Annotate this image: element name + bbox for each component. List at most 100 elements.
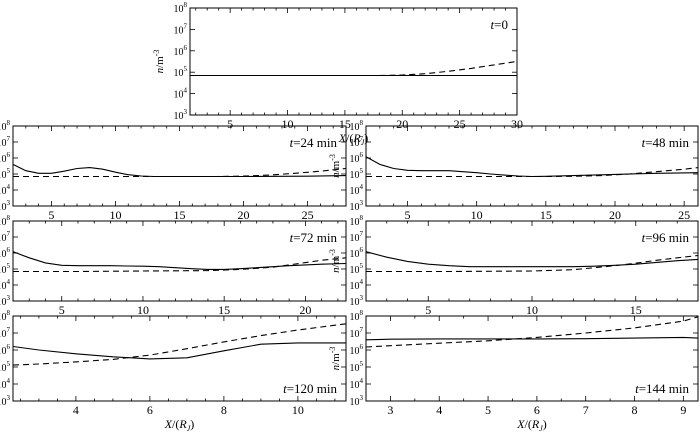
time-label: t=144 min [635, 381, 689, 396]
y-tick-label: 104 [350, 377, 364, 391]
x-tick-label: 8 [221, 403, 227, 417]
y-axis-label: n/m-3 [328, 347, 342, 371]
plot-frame [12, 315, 347, 402]
x-tick-label: 10 [471, 208, 483, 222]
time-label: t=120 min [283, 381, 337, 396]
x-tick-label: 15 [540, 208, 552, 222]
dashed-series-line [366, 254, 698, 273]
solid-series-line [366, 336, 698, 341]
y-tick-label: 108 [350, 119, 364, 133]
x-tick-label: 25 [302, 208, 314, 222]
x-tick-label: 20 [396, 117, 408, 131]
chart-panel-4: 5 10 15 103 104 105 106 107 108 n/m-3 t=96 min [328, 214, 699, 317]
y-tick-label: 106 [0, 343, 11, 357]
y-tick-label: 106 [350, 246, 364, 260]
y-tick-label: 106 [0, 246, 11, 260]
plot-frame [189, 7, 518, 116]
y-tick-label: 107 [350, 135, 364, 149]
time-label: t=48 min [642, 135, 690, 150]
y-tick-label: 103 [350, 394, 364, 408]
x-tick-label: 5 [48, 208, 54, 222]
x-tick-label: 5 [485, 403, 491, 417]
x-tick-label: 15 [630, 303, 642, 317]
time-label: t=24 min [290, 135, 338, 150]
y-tick-label: 105 [0, 360, 11, 374]
x-tick-label: 10 [109, 208, 121, 222]
y-tick-label: 103 [350, 294, 364, 308]
solid-series-line [13, 342, 346, 360]
y-axis-label: n/m-3 [328, 154, 342, 178]
dashed-series-line [13, 323, 346, 366]
x-tick-label: 10 [526, 303, 538, 317]
x-tick-label: 6 [147, 403, 153, 417]
x-tick-label: 10 [137, 303, 149, 317]
y-tick-label: 105 [350, 360, 364, 374]
y-tick-label: 105 [350, 167, 364, 181]
y-tick-label: 103 [174, 108, 188, 122]
y-tick-label: 108 [0, 119, 11, 133]
dashed-series-line [366, 167, 698, 178]
x-tick-label: 4 [73, 403, 79, 417]
x-tick-label: 20 [238, 208, 250, 222]
y-tick-label: 105 [0, 167, 11, 181]
chart-panel-3: 5 10 15 20 103 104 105 106 107 108 n/m-3 t=72 min [0, 214, 347, 317]
x-tick-label: 15 [174, 208, 186, 222]
y-tick-label: 107 [350, 230, 364, 244]
y-tick-label: 108 [174, 1, 188, 15]
dashed-series-line [366, 316, 698, 348]
y-tick-label: 108 [0, 214, 11, 228]
y-tick-label: 103 [350, 199, 364, 213]
dashed-series-line [13, 167, 346, 178]
y-tick-label: 104 [0, 278, 11, 292]
x-tick-label: 3 [387, 403, 393, 417]
x-tick-label: 9 [680, 403, 686, 417]
y-tick-label: 108 [350, 309, 364, 323]
chart-panel-5: 4 6 8 10 103 104 105 106 107 108 n/m-3 t=120 min X/(… [0, 309, 347, 433]
y-tick-label: 106 [0, 151, 11, 165]
y-tick-label: 108 [350, 214, 364, 228]
x-tick-label: 20 [609, 208, 621, 222]
chart-panel-0: 5 10 15 20 25 30103104105106107108n/m-3t=0X/(… [152, 1, 523, 147]
y-tick-label: 107 [174, 22, 188, 36]
x-tick-label: 25 [678, 208, 690, 222]
x-tick-label: 10 [292, 403, 304, 417]
y-tick-label: 108 [0, 309, 11, 323]
y-tick-label: 107 [0, 326, 11, 340]
x-tick-label: 30 [511, 117, 523, 131]
y-tick-label: 104 [0, 183, 11, 197]
x-tick-label: 10 [282, 117, 294, 131]
x-tick-label: 15 [218, 303, 230, 317]
x-tick-label: 8 [632, 403, 638, 417]
y-axis-label: n/m-3 [152, 50, 166, 74]
x-tick-label: 15 [339, 117, 351, 131]
y-tick-label: 105 [350, 262, 364, 276]
x-tick-label: 5 [405, 208, 411, 222]
plot-frame [365, 315, 699, 402]
x-tick-label: 4 [436, 403, 442, 417]
y-tick-label: 106 [174, 44, 188, 58]
y-tick-label: 103 [0, 199, 11, 213]
x-tick-label: 25 [454, 117, 466, 131]
chart-panel-6: 3 4 5 6 7 8 9 103 104 105 106 107 108 n/m-3 t=144 min X… [328, 309, 699, 433]
solid-series-line [13, 251, 346, 270]
y-tick-label: 105 [174, 65, 188, 79]
solid-series-line [13, 163, 346, 178]
y-tick-label: 103 [0, 394, 11, 408]
y-tick-label: 105 [0, 262, 11, 276]
y-axis-label: n/m-3 [328, 249, 342, 273]
dashed-series-line [13, 257, 346, 273]
x-tick-label: 5 [227, 117, 233, 131]
y-tick-label: 104 [174, 87, 188, 101]
y-tick-label: 106 [350, 343, 364, 357]
chart-panel-2: 5 10 15 20 25 103 104 105 106 107 108 n/m-3 t=48 min [328, 119, 699, 222]
solid-series-line [366, 251, 698, 268]
plot-frame [12, 220, 347, 302]
x-tick-label: 6 [534, 403, 540, 417]
time-label: t=0 [491, 17, 508, 32]
y-tick-label: 107 [350, 326, 364, 340]
dashed-series-line [379, 60, 517, 77]
time-label: t=96 min [642, 230, 690, 245]
time-label: t=72 min [290, 230, 338, 245]
y-tick-label: 107 [0, 230, 11, 244]
x-axis-label: X/(RJ) [516, 417, 547, 433]
